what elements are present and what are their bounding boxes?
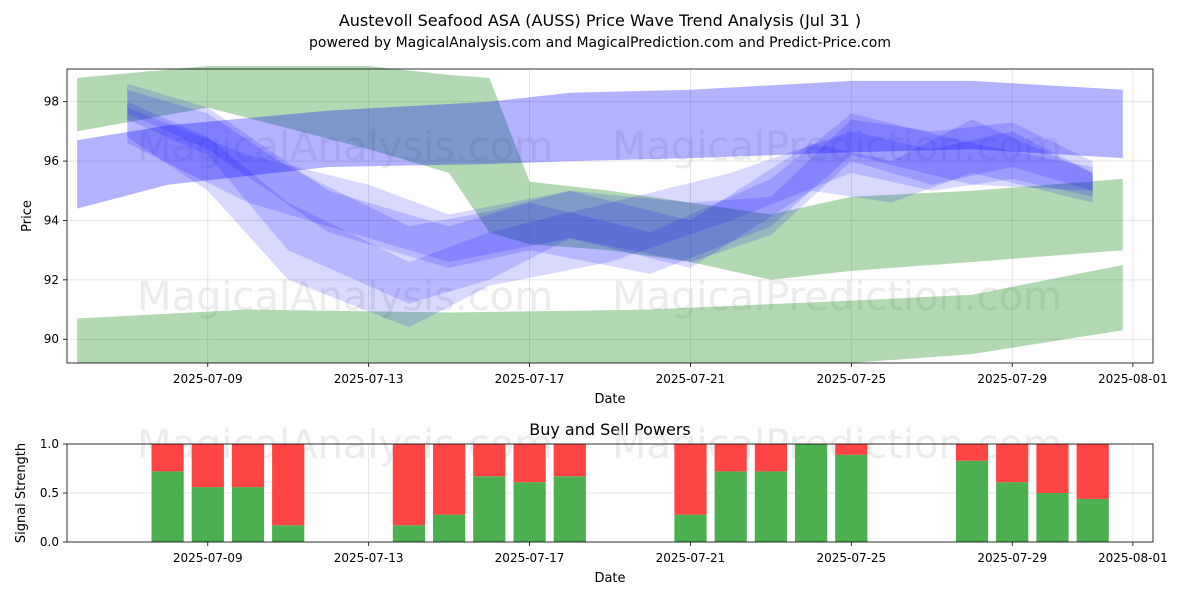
sell-bar <box>996 444 1029 483</box>
sell-bar <box>392 444 425 526</box>
power-x-axis-label: Date <box>594 571 625 586</box>
buy-bar <box>231 487 265 542</box>
buy-bar <box>272 525 305 542</box>
buy-bar <box>1076 498 1109 542</box>
buy-bar <box>835 454 868 542</box>
sell-bar <box>1036 444 1069 493</box>
power-chart-title: Buy and Sell Powers <box>529 420 691 439</box>
price-x-axis-label: Date <box>594 392 625 407</box>
buy-bar <box>433 514 466 542</box>
watermark-3: MagicalAnalysis.com <box>137 274 553 320</box>
watermark-1: MagicalAnalysis.com <box>137 124 553 170</box>
sell-bar <box>433 444 466 515</box>
power-x-tick-label: 2025-07-21 <box>656 551 726 565</box>
price-x-tick-label: 2025-07-09 <box>173 372 243 386</box>
price-x-tick-label: 2025-07-21 <box>656 372 726 386</box>
buy-bar <box>392 525 425 542</box>
price-y-axis-label: Price <box>20 200 35 232</box>
price-band-7 <box>127 83 1093 274</box>
power-ticks: 2025-07-09 2025-07-13 2025-07-17 2025-07-21… <box>40 437 1168 565</box>
buy-bar <box>473 476 506 542</box>
price-y-tick-label: 90 <box>44 332 59 346</box>
power-panel: Buy and Sell Powers MagicalAnalysis.com … <box>14 420 1168 586</box>
price-y-tick-label: 92 <box>44 273 59 287</box>
sell-bar <box>714 444 747 472</box>
buy-bar <box>513 482 546 542</box>
sell-bar <box>231 444 265 488</box>
price-watermarks: MagicalAnalysis.com MagicalPrediction.co… <box>137 124 1062 320</box>
power-y-tick-label: 1.0 <box>40 437 59 451</box>
power-y-tick-label: 0.5 <box>40 486 59 500</box>
sell-bar <box>513 444 546 483</box>
power-x-tick-label: 2025-07-13 <box>334 551 404 565</box>
buy-bar <box>674 514 707 542</box>
price-band-5 <box>127 101 1093 328</box>
sell-bar <box>272 444 305 526</box>
price-y-tick-label: 96 <box>44 154 59 168</box>
buy-bar <box>151 471 184 542</box>
price-y-tick-label: 98 <box>44 95 59 109</box>
sell-bar <box>835 444 868 455</box>
power-x-tick-label: 2025-07-29 <box>977 551 1047 565</box>
power-y-tick-label: 0.0 <box>40 535 59 549</box>
sell-bar <box>151 444 184 472</box>
power-x-tick-label: 2025-07-09 <box>173 551 243 565</box>
price-x-tick-label: 2025-07-25 <box>816 372 886 386</box>
price-grid <box>67 69 1153 363</box>
buy-bar <box>191 487 224 542</box>
sell-bar <box>1076 444 1109 499</box>
buy-bar <box>1036 493 1069 542</box>
price-plot-border <box>66 68 1154 364</box>
power-bars <box>151 444 1109 542</box>
price-x-tick-label: 2025-07-13 <box>334 372 404 386</box>
power-x-tick-label: 2025-08-01 <box>1098 551 1168 565</box>
price-band-6 <box>127 107 1093 268</box>
price-band-4 <box>127 89 1093 304</box>
sell-bar <box>553 444 586 477</box>
buy-bar <box>996 482 1029 542</box>
price-x-tick-label: 2025-08-01 <box>1098 372 1168 386</box>
chart-subtitle: powered by MagicalAnalysis.com and Magic… <box>309 35 891 51</box>
sell-bar <box>955 444 989 461</box>
price-x-tick-label: 2025-07-29 <box>977 372 1047 386</box>
buy-bar <box>553 476 586 542</box>
power-y-axis-label: Signal Strength <box>14 443 29 543</box>
sell-bar <box>473 444 506 477</box>
price-y-tick-label: 94 <box>44 213 59 227</box>
price-ticks: 2025-07-09 2025-07-13 2025-07-17 2025-07-21… <box>44 95 1168 386</box>
price-x-tick-label: 2025-07-17 <box>495 372 565 386</box>
buy-bar <box>955 460 989 542</box>
price-band-2 <box>77 265 1123 363</box>
chart-title: Austevoll Seafood ASA (AUSS) Price Wave … <box>339 11 861 30</box>
price-plot-frame <box>67 69 1153 363</box>
price-band-3 <box>77 80 1123 209</box>
price-band-1 <box>77 66 1123 280</box>
buy-bar <box>795 444 828 542</box>
price-bands <box>77 66 1123 363</box>
watermark-2: MagicalPrediction.com <box>612 124 1062 170</box>
price-panel: MagicalAnalysis.com MagicalPrediction.co… <box>20 66 1168 407</box>
power-x-tick-label: 2025-07-25 <box>816 551 886 565</box>
sell-bar <box>191 444 224 488</box>
buy-bar <box>714 471 747 542</box>
buy-bar <box>754 471 787 542</box>
sell-bar <box>754 444 787 472</box>
sell-bar <box>674 444 707 515</box>
power-x-tick-label: 2025-07-17 <box>495 551 565 565</box>
watermark-4: MagicalPrediction.com <box>612 274 1062 320</box>
